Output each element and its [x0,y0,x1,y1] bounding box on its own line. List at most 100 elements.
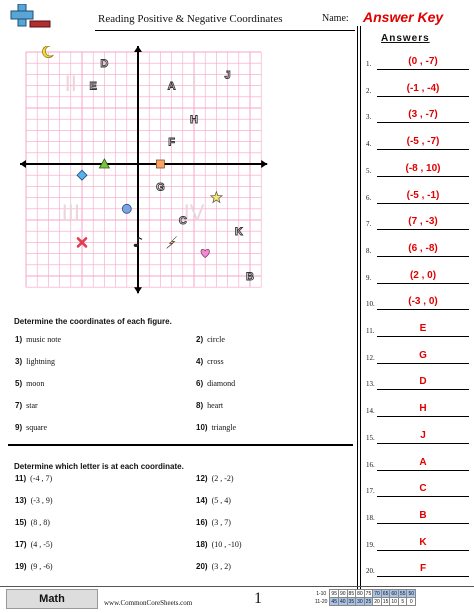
question-text: (3 , 2) [211,562,231,571]
circle-icon [121,203,132,214]
answer-value: (2 , 0) [409,269,437,281]
subject-badge: Math [6,589,98,609]
answer-row: 9. (2 , 0) [366,270,470,284]
question-text: triangle [211,423,236,432]
answer-row: 16. A [366,457,470,471]
grid-letter: H [190,114,198,126]
answer-row: 2. (-1 , -4) [366,83,470,97]
question-text: moon [26,379,45,388]
cross-icon [76,237,88,248]
answer-row: 10. (-3 , 0) [366,296,470,311]
answer-value: F [419,563,427,575]
answer-row: 5. (-8 , 10) [366,163,470,177]
answer-line [377,549,469,551]
answer-row: 12. G [366,350,470,364]
answer-line [377,255,469,257]
answer-value: (0 , -7) [408,56,438,67]
answer-number: 13. [366,380,375,389]
answer-value: (-8 , 10) [405,162,441,174]
answer-value: J [420,429,426,441]
answer-row: 11. E [366,323,470,337]
score-cell: 45 [329,597,339,606]
answer-number: 16. [366,460,375,469]
question-item: 5) moon [15,379,44,388]
answer-line [377,229,469,231]
score-cell: 0 [406,597,417,606]
score-cell: 50 [406,589,417,598]
x-axis-arrow-right [261,160,268,168]
answer-number: 6. [366,193,372,202]
question-item: 17) (4 , -5) [15,540,53,549]
answer-line [377,202,469,204]
question-number: 1) [15,335,23,344]
question-number: 10) [196,423,208,432]
grid-letter: D [100,58,108,70]
question-item: 20) (3 , 2) [196,562,231,571]
answer-row: 20. F [366,563,470,578]
answer-line [377,309,469,311]
answer-value: K [419,536,427,548]
answer-number: 10. [366,300,375,309]
answers-heading: Answers [381,33,430,44]
answer-number: 1. [366,60,372,68]
star-icon [209,190,224,204]
score-cell: 55 [397,589,408,598]
question-item: 12) (2 , -2) [196,474,234,483]
answer-number: 20. [366,567,375,576]
x-axis-arrow-left [20,160,26,168]
grid-letter: K [235,226,243,238]
answer-row: 7. (7 , -3) [366,216,470,231]
score-cell: 65 [380,589,391,598]
question-number: 13) [15,496,27,505]
question-number: 6) [196,379,204,388]
answer-value: (3 , -7) [408,109,438,121]
question-text: (5 , 4) [211,496,231,505]
answer-row: 1. (0 , -7) [366,56,470,70]
question-number: 9) [15,423,23,432]
answer-number: 19. [366,540,375,549]
score-cell: 95 [329,589,339,598]
answer-row: 6. (-5 , -1) [366,190,470,204]
question-number: 5) [15,379,23,388]
answer-line [377,282,469,284]
question-item: 2) circle [196,335,225,344]
question-number: 19) [15,562,27,571]
answer-value: C [419,483,427,495]
answer-row: 8. (6 , -8) [366,243,470,257]
answer-number: 9. [366,273,372,282]
score-row-label: 11-20 [315,598,328,605]
score-row: 11-20 45 40 35 30 25 20 15 10 5 0 [314,597,417,606]
question-item: 6) diamond [196,379,235,388]
answer-line [377,175,469,177]
answer-value: (7 , -3) [408,216,438,228]
answer-number: 2. [366,86,372,95]
answer-row: 18. B [366,510,470,524]
y-axis-arrow-bottom [134,287,142,294]
quadrant-label: IV [184,200,205,225]
answer-line [377,576,469,578]
answer-number: 12. [366,353,375,362]
score-cell: 75 [363,589,374,598]
triangle-icon [98,158,111,169]
answer-number: 15. [366,433,375,442]
answer-value: (-5 , -7) [406,136,440,148]
question-number: 12) [196,474,208,483]
grid-letter: C [179,215,187,227]
answer-row: 14. H [366,403,470,418]
part2-heading: Determine which letter is at each coordi… [14,462,184,471]
column-divider-inner [360,26,361,590]
answer-row: 17. C [366,483,470,498]
question-item: 8) heart [196,401,223,410]
score-cell: 10 [389,597,399,606]
grid-letter: J [225,69,231,81]
answer-number: 17. [366,487,375,496]
answer-number: 8. [366,246,372,255]
question-item: 19) (9 , -6) [15,562,53,571]
question-text: (9 , -6) [30,562,53,571]
question-item: 3) lightning [15,357,55,366]
question-text: square [26,423,48,432]
question-text: star [26,401,38,410]
question-item: 13) (-3 , 9) [15,496,53,505]
question-number: 2) [196,335,204,344]
